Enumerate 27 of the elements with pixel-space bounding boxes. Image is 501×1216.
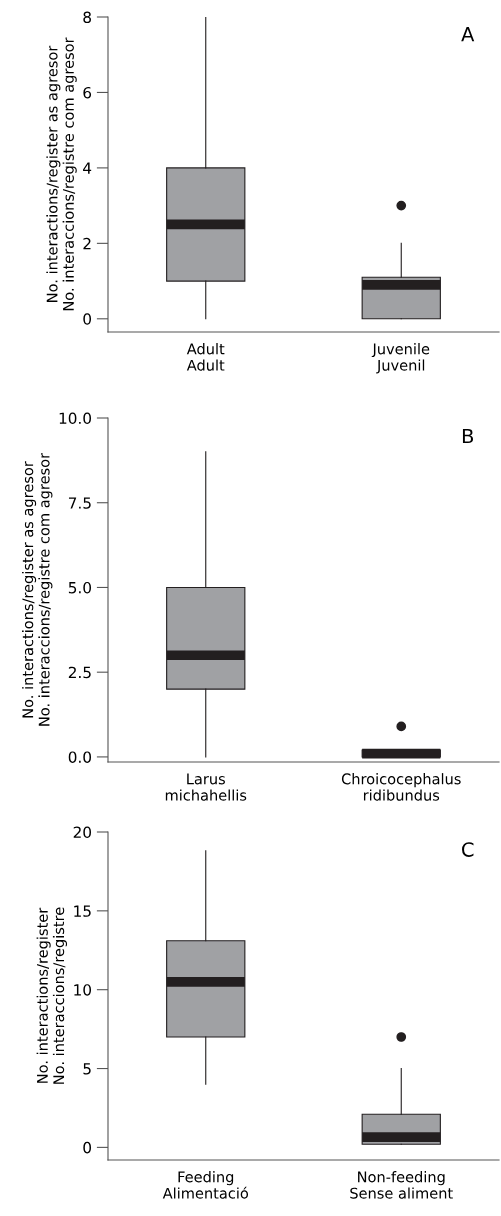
y-tick-label: 10.0 [59,412,92,425]
annotation: C [462,842,474,857]
y-tick-label: 6 [83,86,92,99]
annotation: B [462,428,474,444]
y-tick-label: 0.0 [68,751,92,763]
y-tick-label: 15 [74,905,91,917]
y-tick-label: 0 [83,1141,92,1154]
x-tick-label: Larus michahellis [165,773,247,801]
y-axis-title: No. interactions/register No. interaccions/registre [36,907,68,1084]
y-tick-label: 8 [83,11,91,24]
y-axis-title: No. interactions/register as agresor No. interaccions/registre com agresor [46,37,77,311]
x-tick-label: Adult Adult [186,343,225,371]
y-tick-label: 20 [73,826,92,839]
y-tick-label: 7.5 [68,497,91,509]
x-tick-label: Chroicocephalus ridibundus [341,773,461,801]
y-axis-title: No. interactions/register as agresor No. interaccions/registre com agresor [22,452,53,726]
x-tick-label: Non-feeding Sense aliment [350,1171,453,1199]
y-tick-label: 5.0 [68,581,92,594]
y-tick-label: 5 [83,1063,91,1075]
y-tick-label: 0 [83,313,92,325]
y-tick-label: 10 [74,984,92,996]
x-tick-label: Feeding Alimentació [162,1171,249,1199]
y-tick-label: 2 [83,237,91,250]
y-tick-label: 4 [83,162,92,174]
y-tick-label: 2.5 [68,666,91,679]
annotation: A [461,27,475,42]
x-tick-label: Juvenile Juvenil [371,343,430,374]
